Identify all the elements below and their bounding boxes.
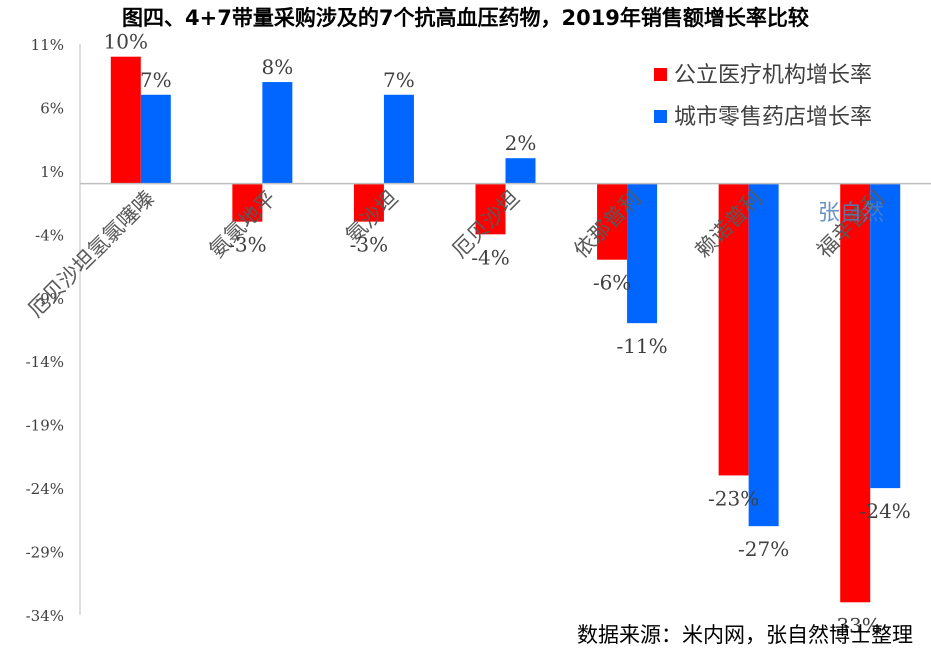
- legend-label: 公立医疗机构增长率: [674, 63, 872, 88]
- chart-title: 图四、4+7带量采购涉及的7个抗高血压药物，2019年销售额增长率比较: [122, 6, 809, 30]
- y-tick-label: -24%: [26, 480, 64, 498]
- y-tick-label: -4%: [35, 226, 64, 244]
- data-label: 8%: [261, 55, 293, 79]
- data-label: -3%: [228, 233, 267, 257]
- legend-swatch: [654, 68, 667, 81]
- y-tick-label: 6%: [40, 99, 64, 117]
- bar-retail: [748, 183, 779, 527]
- bar-public: [718, 183, 749, 476]
- y-tick-label: -9%: [35, 290, 64, 308]
- data-label: -27%: [738, 537, 789, 561]
- source-note: 数据来源：米内网，张自然博士整理: [577, 623, 913, 647]
- bar-retail: [140, 94, 171, 184]
- data-label: -4%: [471, 245, 510, 269]
- data-label: 10%: [104, 30, 148, 54]
- bar-public: [232, 183, 263, 222]
- bars-group: [110, 56, 901, 603]
- data-label: 2%: [505, 131, 537, 155]
- legend-swatch: [654, 110, 667, 123]
- y-tick-label: -14%: [26, 353, 64, 371]
- legend-label: 城市零售药店增长率: [674, 105, 872, 130]
- bar-public: [840, 183, 871, 603]
- bar-public: [597, 183, 628, 260]
- bar-retail: [870, 183, 901, 489]
- data-label: 7%: [383, 68, 415, 92]
- bar-public: [475, 183, 506, 235]
- bar-retail: [505, 158, 536, 184]
- bar-public: [353, 183, 384, 222]
- category-label: 厄贝沙坦氢氯噻嗪: [24, 186, 160, 322]
- y-tick-label: -29%: [26, 544, 64, 562]
- y-tick-label: 11%: [31, 36, 64, 54]
- y-tick-label: 1%: [40, 163, 64, 181]
- data-label: -11%: [616, 334, 667, 358]
- watermark-text: 张自然: [818, 201, 885, 226]
- data-label: 7%: [140, 68, 172, 92]
- bar-retail: [262, 82, 293, 184]
- y-tick-label: -34%: [26, 607, 64, 625]
- data-label: -6%: [593, 271, 632, 295]
- data-label: -24%: [860, 499, 911, 523]
- bar-retail: [383, 94, 414, 184]
- data-label: -23%: [708, 486, 759, 510]
- value-labels: 10% 7% -3% 8% -3% 7% -4% 2% -6% -11% -23% -27% -33% -…: [104, 30, 911, 638]
- bar-public: [110, 56, 141, 184]
- y-tick-label: -19%: [26, 417, 64, 435]
- data-label: -33%: [830, 613, 881, 637]
- bar-retail: [627, 183, 658, 324]
- data-label: -3%: [350, 233, 389, 257]
- y-axis-ticks: 11% 6% 1% -4% -9% -14% -19% -24% -29% -34%: [26, 36, 64, 625]
